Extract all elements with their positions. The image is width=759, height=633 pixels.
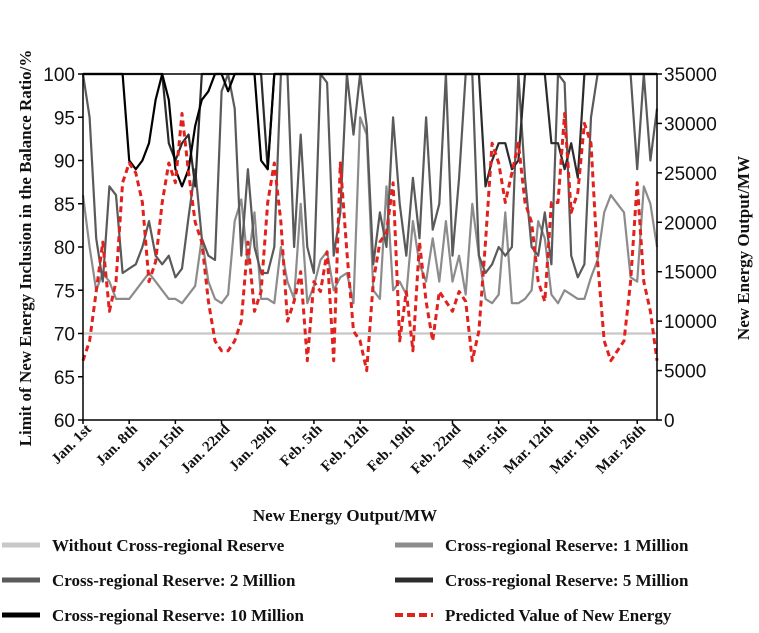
right-y-tick-label: 10000 — [664, 312, 717, 333]
right-y-axis: 0 5000 10000 15000 20000 25000 30000 35000 — [657, 65, 717, 432]
right-y-tick-label: 20000 — [664, 213, 717, 234]
left-y-tick-label: 95 — [54, 108, 75, 129]
y-axis-left-title: Limit of New Energy Inclusion in the Bal… — [16, 50, 35, 447]
x-tick-label: Feb. 22nd — [408, 421, 465, 478]
left-y-tick-label: 75 — [54, 281, 75, 302]
right-y-tick-label: 15000 — [664, 263, 717, 284]
left-y-tick-label: 65 — [54, 368, 75, 389]
right-y-tick-label: 35000 — [664, 65, 717, 86]
legend-label-4: Cross-regional Reserve: 10 Million — [52, 606, 305, 625]
left-y-axis: 60 65 70 75 80 85 90 95 100 — [43, 65, 83, 432]
left-y-tick-label: 90 — [54, 152, 75, 173]
right-y-tick-label: 25000 — [664, 164, 717, 185]
legend-label-2: Cross-regional Reserve: 2 Million — [52, 571, 296, 590]
series-line-4 — [83, 72, 657, 188]
series-line-2 — [81, 72, 659, 283]
plot-area — [81, 72, 659, 373]
left-y-tick-label: 85 — [54, 195, 75, 216]
legend-label-5: Predicted Value of New Energy — [445, 606, 672, 625]
x-tick-label: Jan. 29th — [226, 421, 280, 475]
left-y-tick-label: 80 — [54, 238, 75, 259]
left-y-tick-label: 70 — [54, 325, 75, 346]
right-y-tick-label: 0 — [664, 411, 675, 432]
y-axis-right-title: New Energy Output/MW — [734, 156, 753, 340]
x-tick-label: Jan. 22nd — [178, 421, 234, 477]
legend-label-3: Cross-regional Reserve: 5 Million — [445, 571, 689, 590]
right-y-tick-label: 30000 — [664, 114, 717, 135]
x-tick-label: Feb. 12th — [318, 421, 372, 475]
series-line-5 — [81, 112, 659, 373]
series-line-3 — [83, 72, 657, 188]
legend: Without Cross-regional Reserve Cross-regi… — [2, 536, 689, 625]
left-y-tick-label: 60 — [54, 411, 75, 432]
right-y-tick-label: 5000 — [664, 362, 706, 383]
legend-label-0: Without Cross-regional Reserve — [52, 536, 285, 555]
legend-label-1: Cross-regional Reserve: 1 Million — [445, 536, 689, 555]
x-tick-label: Mar. 26th — [593, 421, 649, 477]
left-y-tick-label: 100 — [43, 65, 75, 86]
x-axis-title: New Energy Output/MW — [253, 506, 437, 525]
